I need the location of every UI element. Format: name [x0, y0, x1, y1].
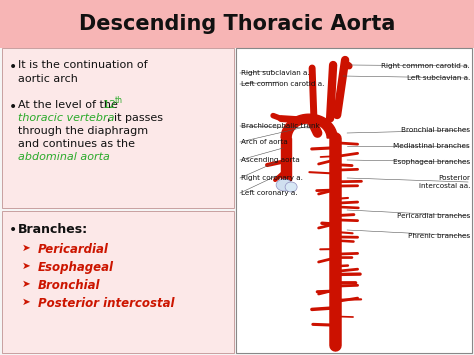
Ellipse shape	[285, 182, 297, 192]
Text: Branches:: Branches:	[18, 223, 88, 236]
Text: Left subclavian a.: Left subclavian a.	[407, 75, 470, 81]
Text: •: •	[9, 100, 17, 114]
Text: Pericardial: Pericardial	[38, 243, 109, 256]
Text: Right subclavian a.: Right subclavian a.	[241, 70, 310, 76]
Text: It is the continuation of
aortic arch: It is the continuation of aortic arch	[18, 60, 147, 84]
Text: At the level of the: At the level of the	[18, 100, 121, 110]
Text: Posterior
intercostal aa.: Posterior intercostal aa.	[419, 175, 470, 189]
Text: , it passes: , it passes	[107, 113, 163, 123]
Text: Right coronary a.: Right coronary a.	[241, 175, 303, 181]
Text: Arch of aorta: Arch of aorta	[241, 139, 288, 145]
Text: abdominal aorta: abdominal aorta	[18, 152, 110, 162]
Text: and continues as the: and continues as the	[18, 139, 135, 149]
Text: Esophageal: Esophageal	[38, 261, 114, 274]
Text: Ascending aorta: Ascending aorta	[241, 157, 300, 163]
Text: Left coronary a.: Left coronary a.	[241, 190, 298, 196]
Text: ➤: ➤	[22, 261, 31, 271]
Text: Mediastinal branches: Mediastinal branches	[393, 143, 470, 149]
Text: ➤: ➤	[22, 279, 31, 289]
Text: th: th	[115, 96, 123, 105]
Text: Bronchial: Bronchial	[38, 279, 100, 292]
Text: ➤: ➤	[22, 243, 31, 253]
Text: Pericardial branches: Pericardial branches	[397, 213, 470, 219]
Polygon shape	[281, 138, 291, 180]
Ellipse shape	[276, 179, 292, 191]
Text: Left common carotid a.: Left common carotid a.	[241, 81, 324, 87]
Text: •: •	[9, 60, 17, 74]
Text: Esophageal branches: Esophageal branches	[393, 159, 470, 165]
Text: Descending Thoracic Aorta: Descending Thoracic Aorta	[79, 14, 395, 34]
FancyBboxPatch shape	[236, 48, 472, 353]
Text: Phrenic branches: Phrenic branches	[408, 233, 470, 239]
FancyBboxPatch shape	[0, 0, 474, 48]
Text: thoracic vertebra: thoracic vertebra	[18, 113, 115, 123]
FancyBboxPatch shape	[2, 48, 234, 208]
FancyBboxPatch shape	[2, 211, 234, 353]
Text: through the diaphragm: through the diaphragm	[18, 126, 148, 136]
Text: •: •	[9, 223, 17, 237]
Text: Brachiocephalic trunk: Brachiocephalic trunk	[241, 123, 320, 129]
Polygon shape	[281, 114, 337, 138]
Text: Bronchial branches: Bronchial branches	[401, 127, 470, 133]
Text: ➤: ➤	[22, 297, 31, 307]
Text: 12: 12	[103, 100, 117, 110]
Text: Right common carotid a.: Right common carotid a.	[381, 63, 470, 69]
Text: Posterior intercostal: Posterior intercostal	[38, 297, 174, 310]
